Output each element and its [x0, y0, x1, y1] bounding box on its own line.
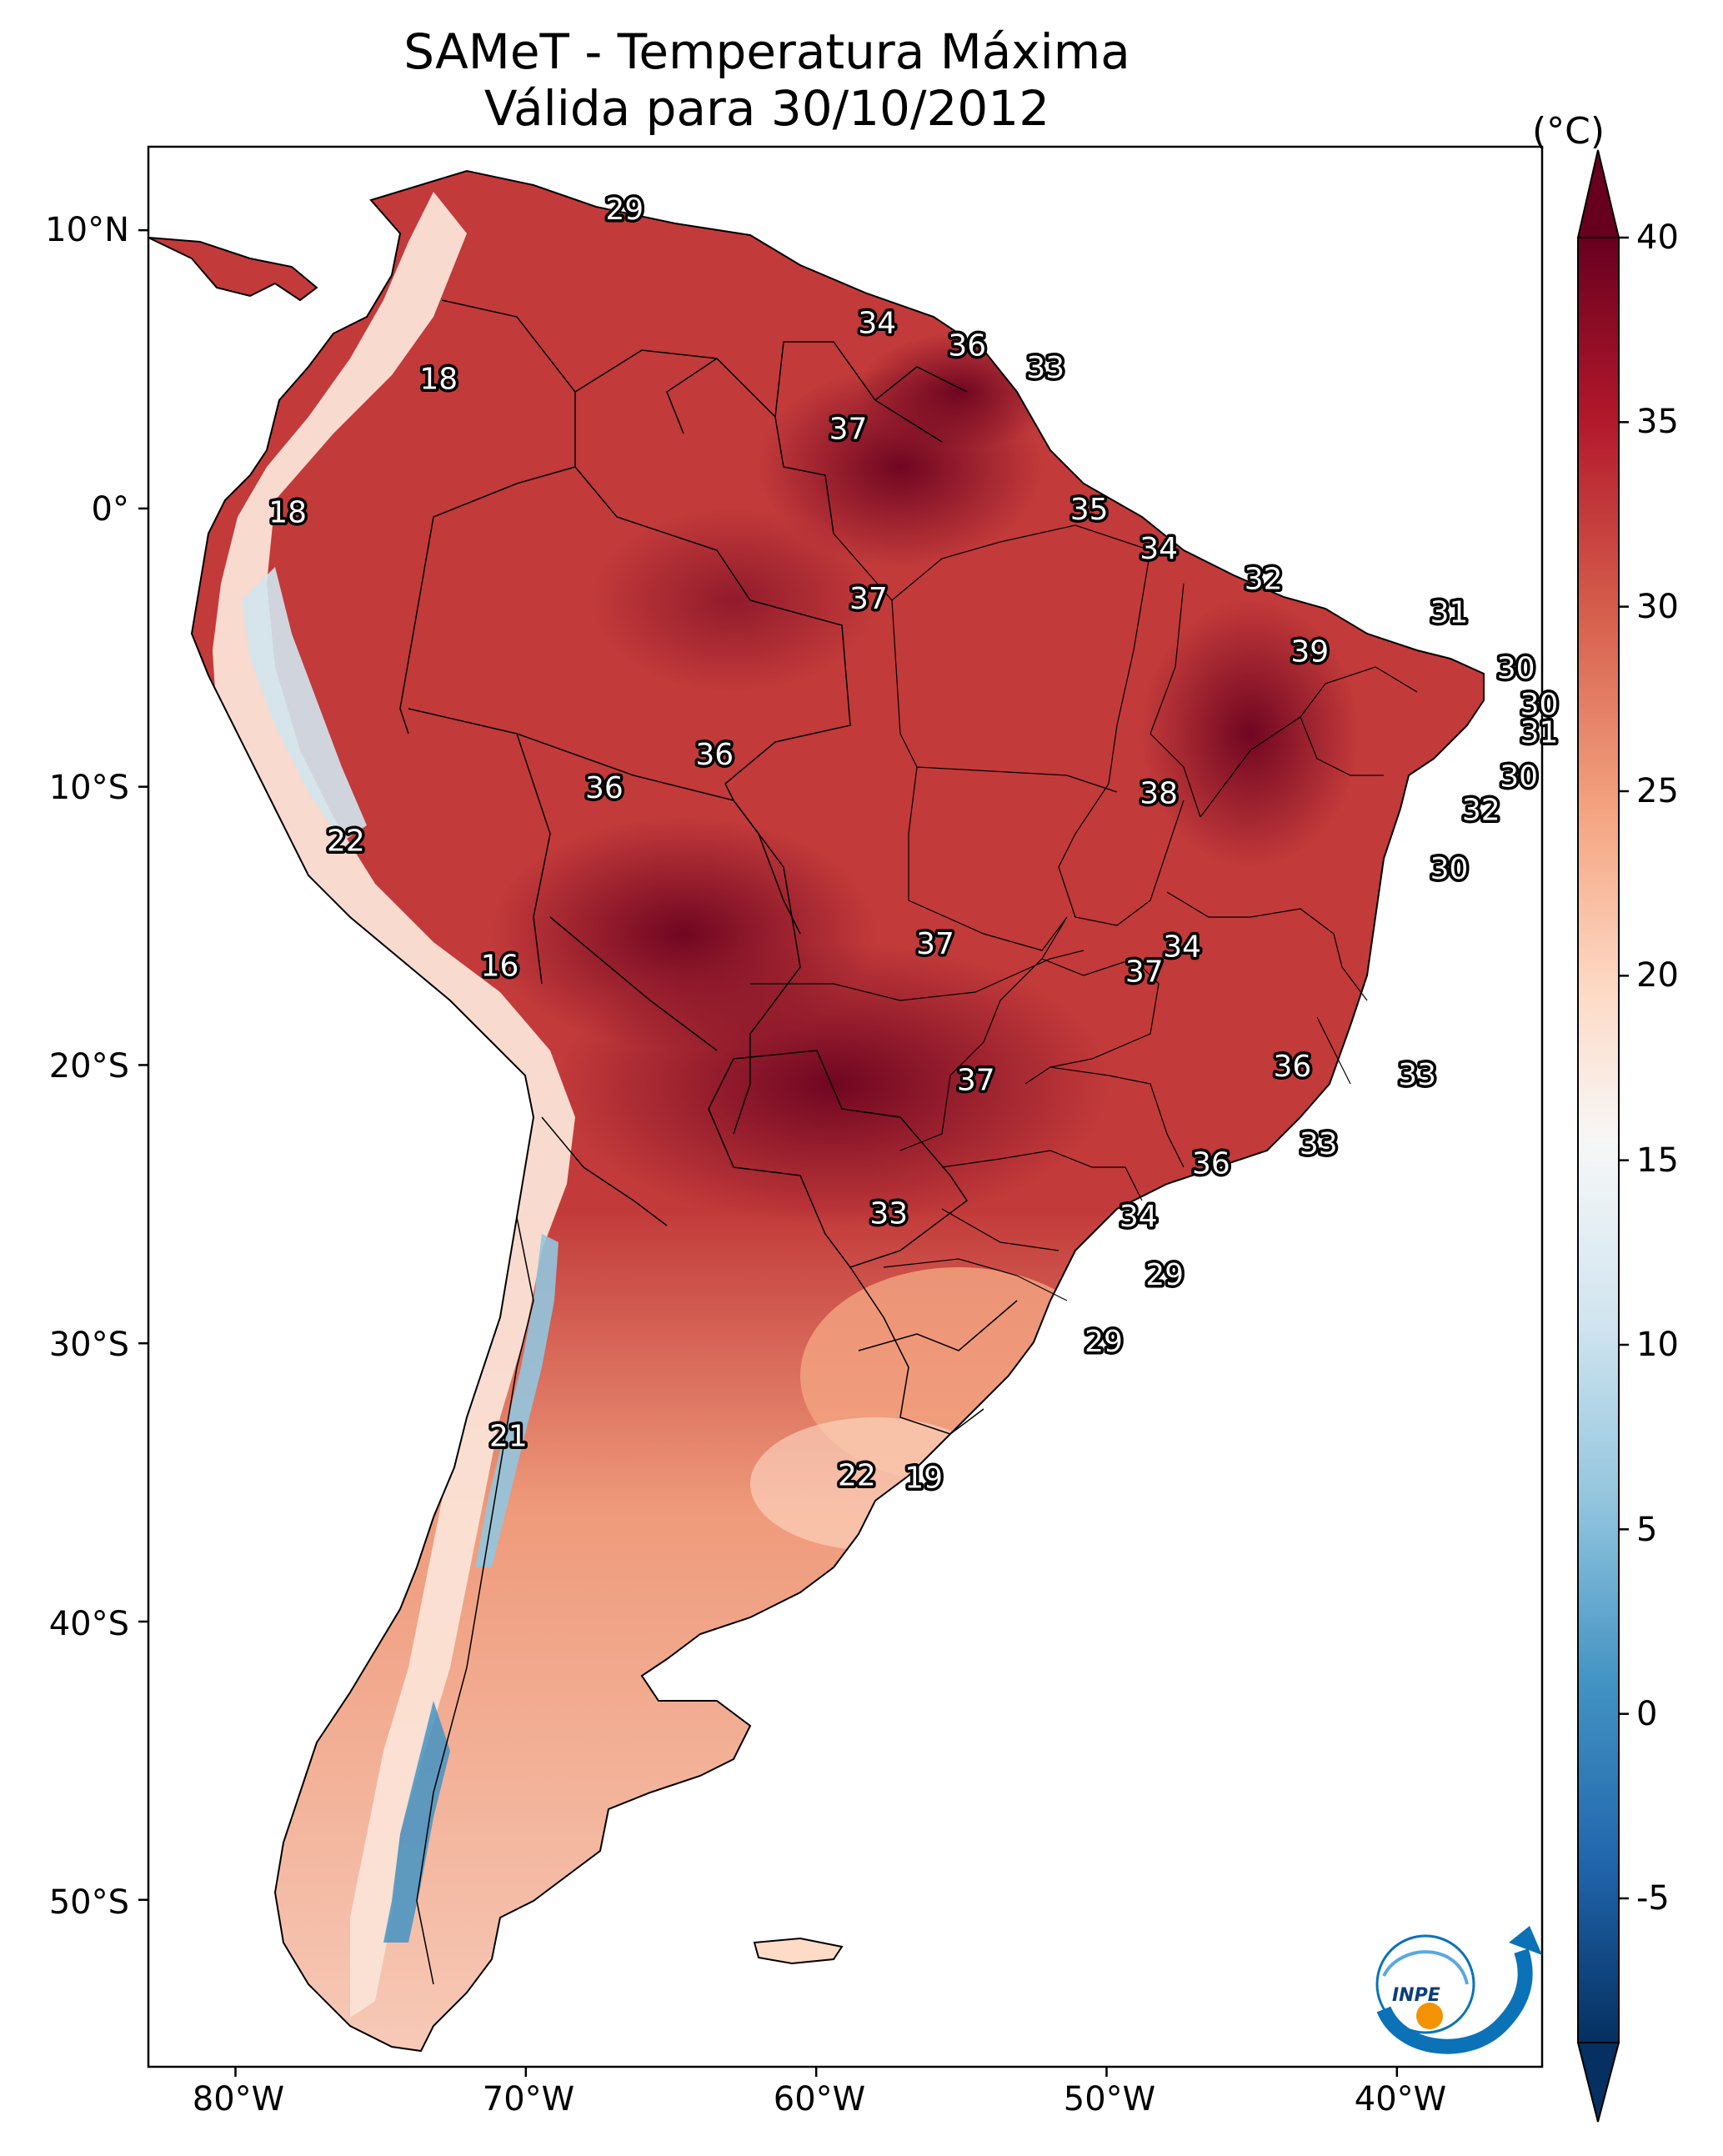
- map-subtitle: Válida para 30/10/2012: [483, 80, 1050, 137]
- temperature-value-label: 36: [1192, 1147, 1230, 1181]
- temperature-value-label: 33: [1398, 1058, 1436, 1092]
- lon-label: 60°W: [773, 2080, 866, 2118]
- temperature-value-label: 21: [489, 1420, 528, 1454]
- temperature-value-label: 32: [1245, 563, 1283, 597]
- colorbar-tick-label: -5: [1636, 1879, 1670, 1918]
- colorbar-lower-extension: [1576, 2042, 1620, 2123]
- colorbar-tick-label: 0: [1636, 1695, 1658, 1733]
- colorbar-tick-label: 10: [1636, 1326, 1679, 1364]
- lon-label: 50°W: [1063, 2080, 1156, 2118]
- temperature-value-label: 36: [695, 738, 734, 772]
- colorbar-tick-label: 25: [1636, 772, 1679, 810]
- temperature-value-label: 34: [858, 307, 896, 341]
- temperature-value-label: 37: [1125, 955, 1164, 989]
- state-borders: [750, 524, 1418, 1301]
- colorbar-tick-label: 35: [1636, 403, 1679, 441]
- temperature-value-label: 38: [1139, 777, 1178, 811]
- inpe-logo: INPE: [1375, 1926, 1542, 2054]
- temperature-value-label: 36: [948, 328, 986, 363]
- map-title: SAMeT - Temperatura Máxima: [403, 23, 1130, 80]
- temperature-value-label: 29: [1084, 1325, 1123, 1359]
- colorbar-tick-label: 20: [1636, 956, 1679, 995]
- temperature-value-label: 36: [1273, 1050, 1311, 1084]
- temperature-value-label: 18: [419, 362, 458, 396]
- lat-label: 50°S: [48, 1883, 129, 1922]
- colorbar-tick-label: 30: [1636, 588, 1679, 626]
- colorbar-tick-label: 15: [1636, 1141, 1679, 1180]
- colorbar: [1576, 149, 1629, 2123]
- temperature-value-label: 29: [1145, 1258, 1184, 1292]
- temperature-value-label: 36: [585, 771, 624, 805]
- lat-label: 40°S: [48, 1605, 129, 1643]
- temperature-value-label: 30: [1520, 688, 1559, 722]
- colorbar-unit: (°C): [1532, 110, 1605, 153]
- temperature-value-label: 16: [481, 950, 519, 984]
- colorbar-ticks: [1619, 236, 1629, 1900]
- colorbar-tick-label: 40: [1636, 218, 1679, 257]
- temperature-value-label: 30: [1430, 852, 1469, 886]
- temperature-value-label: 33: [869, 1197, 908, 1231]
- temperature-value-label: 35: [1070, 493, 1109, 527]
- axis-ticks: [138, 228, 1399, 2077]
- lon-label: 80°W: [192, 2080, 285, 2118]
- temperature-value-label: 33: [1300, 1127, 1338, 1161]
- lon-label: 70°W: [482, 2080, 575, 2118]
- temperature-value-label: 31: [1430, 596, 1469, 630]
- svg-text:INPE: INPE: [1392, 1985, 1440, 2006]
- temperature-value-label: 31: [1520, 715, 1559, 750]
- temperature-value-label: 37: [829, 412, 868, 446]
- temperature-value-label: 19: [904, 1462, 943, 1496]
- temperature-value-label: 34: [1119, 1200, 1158, 1234]
- colorbar-upper-extension: [1576, 149, 1620, 238]
- temperature-value-label: 22: [327, 824, 365, 858]
- temperature-value-label: 37: [849, 582, 888, 616]
- temperature-value-label: 32: [1462, 794, 1500, 828]
- temperature-value-label: 30: [1497, 652, 1535, 686]
- temperature-value-label: 29: [605, 193, 644, 227]
- temperature-value-label: 30: [1500, 760, 1538, 795]
- temperature-value-label: 18: [268, 496, 307, 530]
- colorbar-body: [1577, 237, 1620, 2043]
- temperature-value-label: 37: [916, 927, 954, 961]
- lat-label: 10°S: [48, 769, 129, 807]
- continent-coastline: [190, 169, 1485, 2053]
- temperature-value-label: 22: [838, 1458, 876, 1492]
- lat-label: 20°S: [48, 1047, 129, 1086]
- lat-label: 30°S: [48, 1326, 129, 1364]
- lon-label: 40°W: [1354, 2080, 1447, 2118]
- lat-label: 0°: [91, 490, 129, 529]
- temperature-value-label: 39: [1290, 635, 1329, 669]
- lat-label: 10°N: [45, 211, 129, 249]
- falkland-islands: [753, 1937, 844, 1965]
- country-borders: [399, 299, 1018, 1985]
- colorbar-tick-label: 5: [1636, 1511, 1658, 1549]
- temperature-value-label: 34: [1139, 532, 1178, 566]
- temperature-value-label: 33: [1026, 351, 1064, 385]
- temperature-value-label: 34: [1163, 930, 1201, 964]
- central-america: [148, 237, 318, 302]
- temperature-value-label: 37: [957, 1064, 995, 1098]
